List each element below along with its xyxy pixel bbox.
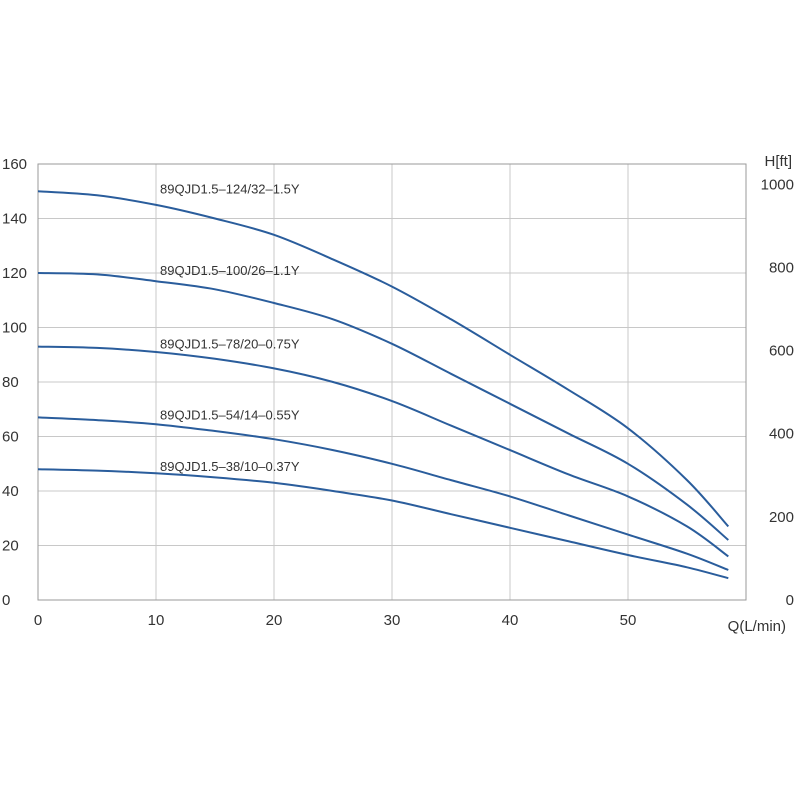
series-label: 89QJD1.5–38/10–0.37Y xyxy=(160,459,300,474)
series-label: 89QJD1.5–124/32–1.5Y xyxy=(160,181,300,196)
x-tick-label: 20 xyxy=(266,612,283,629)
y-tick-label: 40 xyxy=(2,483,19,500)
series-label: 89QJD1.5–78/20–0.75Y xyxy=(160,337,300,352)
series-lines xyxy=(37,190,730,580)
right-axis-label: H[ft] xyxy=(764,153,792,170)
y-tick-label: 20 xyxy=(2,538,19,555)
series-label: 89QJD1.5–100/26–1.1Y xyxy=(160,263,300,278)
y-tick-label: 120 xyxy=(2,265,27,282)
x-tick-label: 30 xyxy=(384,612,401,629)
y-right-tick-label: 800 xyxy=(769,259,794,276)
series-label: 89QJD1.5–54/14–0.55Y xyxy=(160,407,300,422)
series-line xyxy=(37,345,729,558)
y-right-tick-label: 0 xyxy=(786,592,794,609)
grid-lines xyxy=(38,164,746,600)
y-tick-label: 60 xyxy=(2,429,19,446)
x-tick-label: 40 xyxy=(502,612,519,629)
y-axis-ticks-left: 0 20 40 60 80 100 120 140 160 xyxy=(2,156,27,609)
y-tick-label: 140 xyxy=(2,211,27,228)
series-labels: 89QJD1.5–124/32–1.5Y 89QJD1.5–100/26–1.1Y… xyxy=(160,181,300,474)
y-tick-label: 100 xyxy=(2,320,27,337)
y-tick-label: 160 xyxy=(2,156,27,173)
plot-frame xyxy=(37,163,747,601)
x-axis-label: Q(L/min) xyxy=(728,618,786,635)
y-tick-label: 0 xyxy=(2,592,10,609)
y-axis-ticks-right: 0 200 400 600 800 1000 xyxy=(761,176,794,609)
series-line xyxy=(37,416,729,571)
x-tick-label: 0 xyxy=(34,612,42,629)
x-tick-label: 10 xyxy=(148,612,165,629)
y-right-tick-label: 600 xyxy=(769,343,794,360)
y-right-tick-label: 200 xyxy=(769,509,794,526)
series-line xyxy=(37,190,730,528)
y-tick-label: 80 xyxy=(2,374,19,391)
y-right-tick-label: 1000 xyxy=(761,176,794,193)
series-line xyxy=(37,272,729,541)
x-axis-ticks: 0 10 20 30 40 50 xyxy=(34,612,637,629)
series-line xyxy=(37,468,729,580)
y-right-tick-label: 400 xyxy=(769,426,794,443)
x-tick-label: 50 xyxy=(620,612,637,629)
